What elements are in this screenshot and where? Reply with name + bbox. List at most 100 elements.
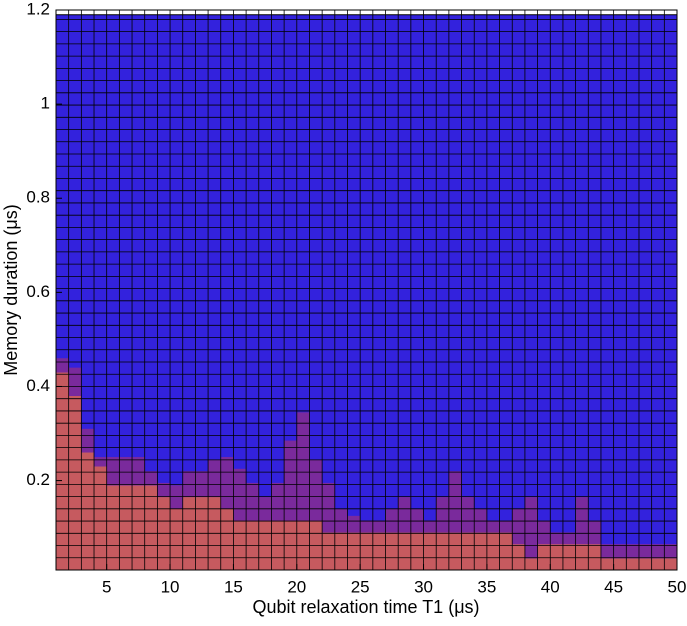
cell-bar bbox=[461, 497, 475, 533]
cell-bar bbox=[334, 508, 348, 533]
cell-bar bbox=[132, 457, 145, 486]
cell-bar bbox=[132, 485, 145, 570]
y-tick-label: 0.8 bbox=[26, 188, 50, 207]
cell-bar bbox=[626, 544, 639, 559]
y-axis-title: Memory duration (μs) bbox=[1, 204, 21, 375]
cell-bar bbox=[220, 508, 234, 570]
cell-bar bbox=[575, 497, 589, 545]
cell-bar bbox=[360, 520, 373, 533]
cell-bar bbox=[157, 482, 171, 498]
cell-bar bbox=[170, 508, 183, 570]
cell-bar bbox=[651, 544, 665, 559]
cell-bar bbox=[588, 520, 601, 545]
cell-bar bbox=[233, 468, 247, 521]
x-tick-label: 45 bbox=[604, 577, 623, 596]
cell-bar bbox=[651, 558, 665, 570]
cell-bar bbox=[550, 544, 563, 570]
cell-bar bbox=[170, 485, 183, 509]
cell-bar bbox=[144, 471, 158, 486]
cell-bar bbox=[562, 544, 576, 570]
cell-bar bbox=[68, 367, 82, 396]
cell-bar bbox=[81, 452, 95, 570]
cell-bar bbox=[94, 457, 107, 467]
cell-bar bbox=[119, 485, 133, 570]
cell-bar bbox=[119, 457, 133, 486]
cell-bar bbox=[436, 532, 449, 570]
cell-bar bbox=[588, 544, 601, 570]
cell-bar bbox=[423, 532, 437, 570]
cell-bar bbox=[208, 459, 221, 498]
cell-bar bbox=[550, 532, 563, 545]
cell-bar bbox=[537, 544, 551, 570]
cell-bar bbox=[499, 532, 513, 570]
cell-bar bbox=[664, 558, 677, 570]
y-tick-label: 0.6 bbox=[26, 282, 50, 301]
y-tick-label: 0.4 bbox=[26, 376, 50, 395]
cell-bar bbox=[372, 532, 386, 570]
cell-bar bbox=[398, 497, 411, 533]
cell-bar bbox=[613, 544, 627, 559]
cell-bar bbox=[423, 520, 437, 533]
cell-bar bbox=[309, 459, 323, 521]
cell-bar bbox=[537, 520, 551, 545]
cell-bar bbox=[385, 508, 399, 533]
cell-bar bbox=[448, 471, 462, 533]
cell-bar bbox=[664, 544, 677, 559]
cell-bar bbox=[360, 532, 373, 570]
cell-bar bbox=[410, 532, 424, 570]
cell-bar bbox=[372, 520, 386, 533]
cell-bar bbox=[106, 457, 120, 486]
cell-bar bbox=[398, 532, 411, 570]
cell-bar bbox=[524, 497, 538, 559]
cell-bar bbox=[474, 532, 487, 570]
x-axis-title: Qubit relaxation time T1 (μs) bbox=[252, 597, 479, 617]
cell-bar bbox=[385, 532, 399, 570]
y-tick-label: 1 bbox=[41, 94, 50, 113]
cell-bar bbox=[94, 466, 107, 570]
cell-bar bbox=[436, 497, 449, 533]
cell-bar bbox=[499, 520, 513, 533]
cell-bar bbox=[246, 482, 259, 521]
cell-bar bbox=[638, 558, 652, 570]
cell-bar bbox=[562, 532, 576, 545]
cell-bar bbox=[524, 558, 538, 570]
cell-bar bbox=[638, 544, 652, 559]
cell-bar bbox=[144, 485, 158, 570]
x-tick-label: 10 bbox=[161, 577, 180, 596]
x-tick-label: 35 bbox=[477, 577, 496, 596]
cell-bar bbox=[474, 508, 487, 533]
plot-frame bbox=[55, 9, 678, 571]
cell-bar bbox=[613, 558, 627, 570]
cell-bar bbox=[512, 544, 525, 570]
cell-bar bbox=[56, 372, 69, 570]
cell-bar bbox=[271, 482, 285, 521]
cell-bar bbox=[284, 440, 297, 521]
cell-bar bbox=[600, 544, 614, 559]
x-tick-label: 30 bbox=[414, 577, 433, 596]
y-tick-label: 1.2 bbox=[26, 0, 50, 18]
cell-bar bbox=[106, 485, 120, 570]
cell-bar bbox=[322, 482, 335, 533]
cell-bar bbox=[486, 520, 500, 533]
cell-bar bbox=[626, 558, 639, 570]
cell-bar bbox=[448, 532, 462, 570]
cell-bar bbox=[56, 358, 69, 373]
cell-bar bbox=[461, 532, 475, 570]
cell-bar bbox=[600, 558, 614, 570]
cell-bar bbox=[296, 412, 310, 521]
x-tick-label: 15 bbox=[224, 577, 243, 596]
x-tick-label: 20 bbox=[287, 577, 306, 596]
cell-bar bbox=[512, 508, 525, 545]
cell-bar bbox=[410, 508, 424, 533]
cell-bar bbox=[68, 395, 82, 570]
cell-bar bbox=[347, 532, 361, 570]
x-tick-label: 25 bbox=[351, 577, 370, 596]
x-tick-label: 40 bbox=[541, 577, 560, 596]
cell-bar bbox=[220, 457, 234, 509]
x-tick-label: 50 bbox=[668, 577, 687, 596]
x-tick-label: 5 bbox=[102, 577, 111, 596]
cell-bar bbox=[334, 532, 348, 570]
cell-bar bbox=[322, 532, 335, 570]
